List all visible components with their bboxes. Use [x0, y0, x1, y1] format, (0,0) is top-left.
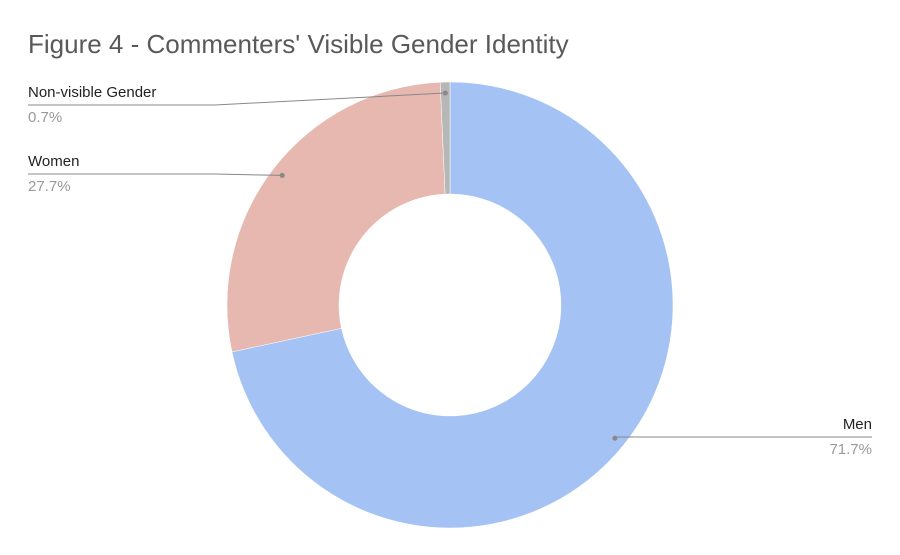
slice: [231, 81, 674, 529]
leader-dot: [442, 90, 448, 96]
slice-label: Non-visible Gender: [28, 84, 156, 101]
slice: [226, 81, 446, 353]
leader-line: [28, 173, 283, 176]
slice-label: Women: [28, 153, 79, 170]
slice-value-label: 71.7%: [829, 441, 872, 458]
slice-value-label: 27.7%: [28, 178, 71, 195]
chart-title: Figure 4 - Commenters' Visible Gender Id…: [28, 29, 569, 59]
slice-label: Men: [843, 416, 872, 433]
leader-line: [28, 92, 446, 106]
slice: [439, 81, 451, 195]
leader-dot: [279, 172, 285, 178]
leader-dot: [612, 435, 618, 441]
slice-value-label: 0.7%: [28, 109, 62, 126]
